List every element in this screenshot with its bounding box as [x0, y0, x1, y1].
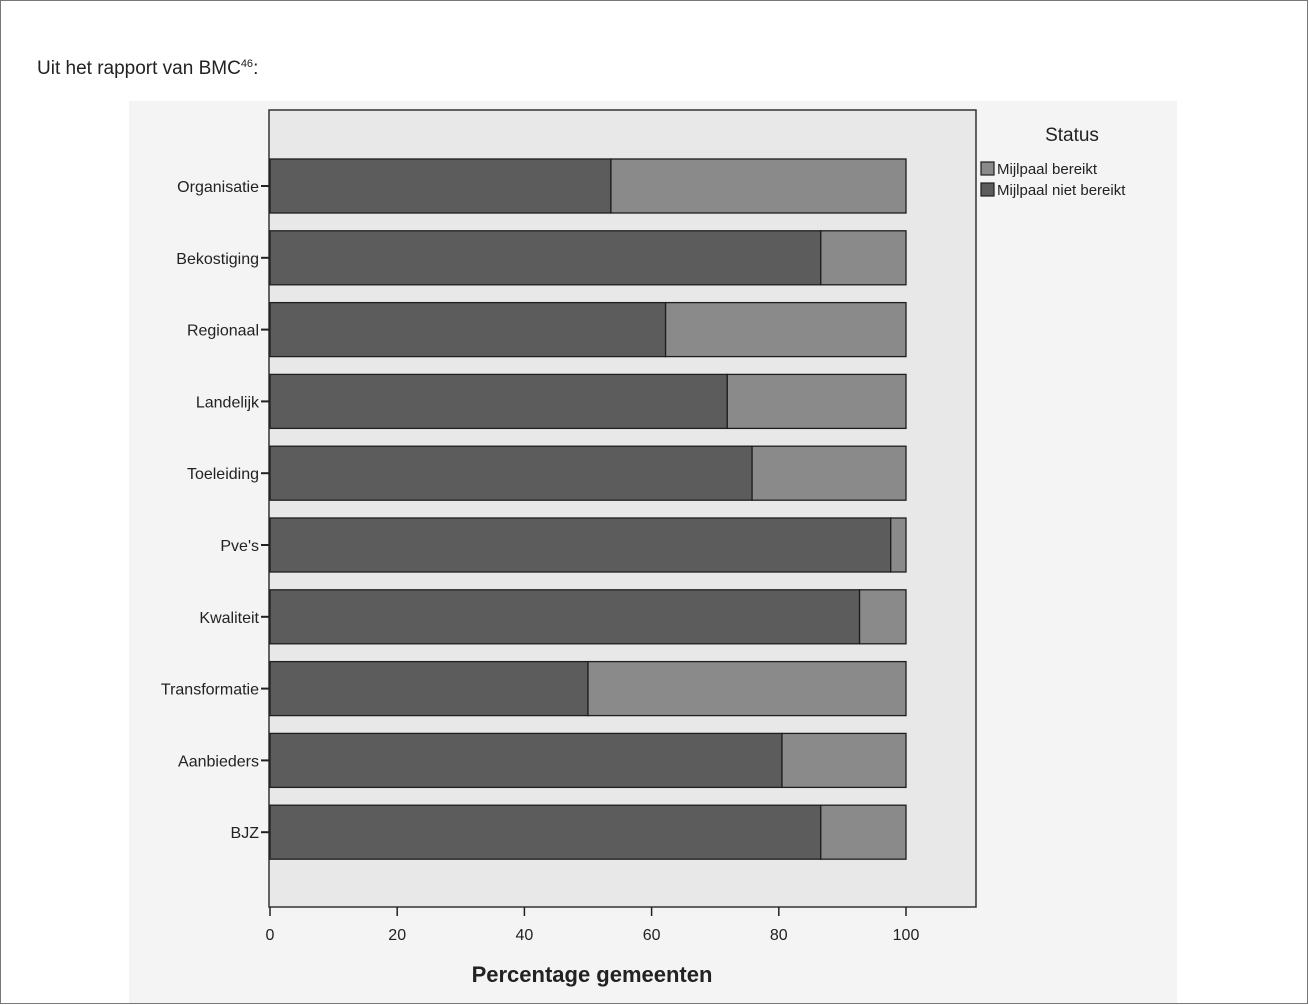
y-tick-label-aanbieders: Aanbieders	[178, 753, 259, 770]
bar-transformatie-mijlpaal-niet-bereikt	[269, 660, 589, 717]
bar-bjz-mijlpaal-niet-bereikt	[269, 804, 822, 860]
bar-organisatie-mijlpaal-niet-bereikt	[269, 158, 612, 214]
y-tick-label-regionaal: Regionaal	[187, 323, 259, 340]
x-axis: 0 20 40 60 80 100 Percentage gemeenten	[266, 907, 920, 987]
legend-swatch-mijlpaal-niet-bereikt	[980, 182, 995, 197]
bar-pve-s-mijlpaal-bereikt	[890, 517, 907, 573]
legend-swatch-mijlpaal-bereikt	[980, 161, 995, 176]
bar-bekostiging-mijlpaal-niet-bereikt	[269, 230, 822, 286]
y-tick-label-kwaliteit: Kwaliteit	[199, 610, 259, 627]
bar-kwaliteit-mijlpaal-bereikt	[858, 589, 907, 645]
bar-toeleiding-mijlpaal-niet-bereikt	[269, 445, 753, 501]
x-tick-label-60: 60	[643, 927, 661, 944]
legend-label-mijlpaal-bereikt: Mijlpaal bereikt	[997, 161, 1098, 178]
x-axis-title: Percentage gemeenten	[472, 962, 713, 987]
legend: Status Mijlpaal bereikt Mijlpaal niet bere…	[980, 125, 1126, 199]
bar-bekostiging-mijlpaal-bereikt	[820, 230, 907, 286]
bar-kwaliteit-mijlpaal-niet-bereikt	[269, 589, 861, 645]
x-tick-label-100: 100	[893, 927, 920, 944]
bar-landelijk-mijlpaal-bereikt	[726, 373, 907, 430]
y-tick-label-organisatie: Organisatie	[177, 179, 259, 196]
x-tick-label-0: 0	[266, 927, 275, 944]
footnote-reference: 46	[240, 58, 254, 70]
bar-landelijk-mijlpaal-niet-bereikt	[269, 373, 728, 430]
y-tick-label-bjz: BJZ	[231, 825, 260, 842]
y-tick-label-toeleiding: Toeleiding	[187, 466, 259, 483]
legend-label-mijlpaal-niet-bereikt: Mijlpaal niet bereikt	[997, 182, 1126, 199]
y-axis: Organisatie Bekostiging Regionaal Landelijk…	[161, 179, 269, 842]
x-tick-label-40: 40	[516, 927, 534, 944]
y-tick-label-transformatie: Transformatie	[161, 682, 259, 699]
bar-pve-s-mijlpaal-niet-bereikt	[269, 517, 892, 573]
y-tick-label-pve-s: Pve's	[220, 538, 259, 555]
intro-text: Uit het rapport van BMC46:	[37, 58, 258, 80]
bar-aanbieders-mijlpaal-bereikt	[781, 732, 907, 789]
bar-toeleiding-mijlpaal-bereikt	[751, 445, 907, 501]
bar-regionaal-mijlpaal-niet-bereikt	[269, 301, 667, 358]
legend-title: Status	[1045, 125, 1099, 146]
x-tick-label-80: 80	[770, 927, 788, 944]
bars-layer	[269, 158, 907, 860]
bar-transformatie-mijlpaal-bereikt	[587, 660, 907, 717]
bar-bjz-mijlpaal-bereikt	[820, 804, 907, 860]
bar-organisatie-mijlpaal-bereikt	[610, 158, 907, 214]
intro-label: Uit het rapport van BMC	[37, 58, 241, 79]
intro-suffix: :	[253, 58, 259, 79]
y-tick-label-landelijk: Landelijk	[196, 394, 260, 411]
bar-regionaal-mijlpaal-bereikt	[664, 301, 907, 358]
x-tick-label-20: 20	[388, 927, 406, 944]
y-tick-label-bekostiging: Bekostiging	[176, 251, 259, 268]
bar-aanbieders-mijlpaal-niet-bereikt	[269, 732, 783, 789]
